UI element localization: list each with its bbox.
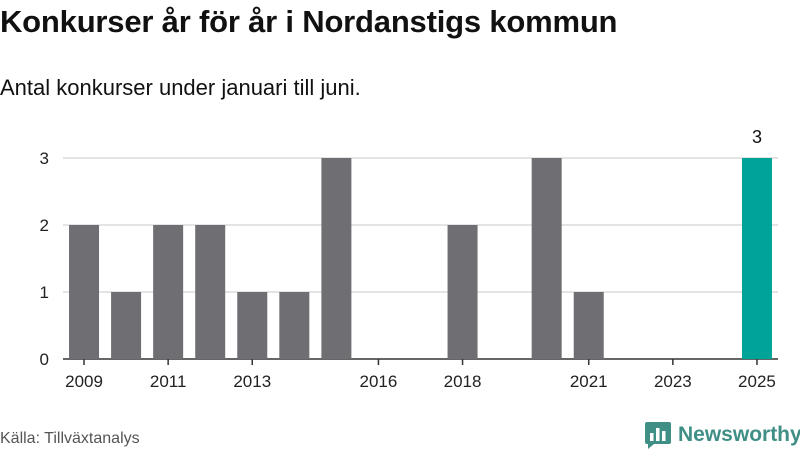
bar-2020: [531, 158, 562, 359]
chart-subtitle: Antal konkurser under januari till juni.: [0, 75, 361, 100]
bar-2021: [573, 292, 604, 359]
x-tick-label: 2021: [570, 372, 608, 391]
x-tick-label: 2009: [65, 372, 103, 391]
chart-title: Konkurser år för år i Nordanstigs kommun: [0, 4, 618, 39]
y-tick-label: 2: [40, 216, 49, 235]
brand-name: Newsworthy: [678, 423, 800, 446]
source-note: Källa: Tillväxtanalys: [0, 430, 140, 447]
bar-2009: [69, 225, 100, 359]
y-tick-label: 0: [40, 350, 49, 369]
y-tick-label: 3: [40, 149, 49, 168]
data-label: 3: [752, 127, 762, 147]
x-tick-label: 2023: [654, 372, 692, 391]
x-tick-label: 2018: [444, 372, 482, 391]
bar-2025: [741, 158, 772, 359]
bar-2014: [279, 292, 310, 359]
brand-logo: Newsworthy: [644, 420, 800, 450]
bar-2011: [153, 225, 184, 359]
bar-chart-icon: [645, 422, 671, 449]
bar-2015: [321, 158, 352, 359]
x-tick-label: 2011: [150, 372, 187, 391]
x-tick-label: 2016: [360, 372, 398, 391]
bar-2012: [195, 225, 226, 359]
bar-2013: [237, 292, 268, 359]
bar-2018: [447, 225, 478, 359]
y-tick-label: 1: [40, 283, 49, 302]
bar-2010: [111, 292, 142, 359]
x-tick-label: 2025: [738, 372, 776, 391]
x-tick-label: 2013: [233, 372, 271, 391]
